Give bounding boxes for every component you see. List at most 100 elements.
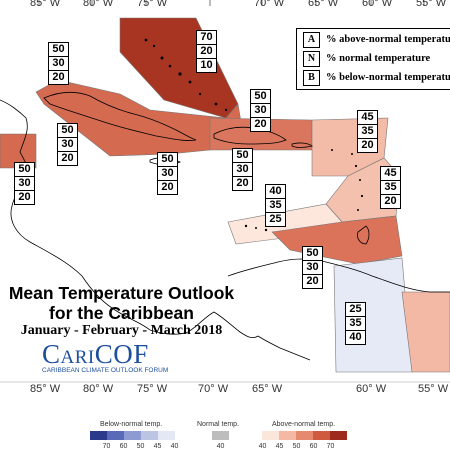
zone-cuba (35, 79, 243, 157)
below-value: 20 (52, 71, 65, 83)
above-value: 50 (58, 124, 77, 138)
normal-value: 30 (233, 163, 252, 177)
above-value: 45 (358, 111, 377, 125)
lon-label: 85° W (30, 0, 61, 9)
scale-value: 70 (326, 443, 335, 450)
legend-key: A (303, 32, 320, 48)
forecast-box-central-america: 50 30 20 (14, 162, 35, 205)
caricof-logo: CariCOF CARIBBEAN CLIMATE OUTLOOK FORUM (42, 341, 172, 375)
normal-value: 30 (15, 177, 34, 191)
small-islands (144, 38, 364, 232)
normal-value: 30 (251, 104, 270, 118)
forecast-box-cuba: 50 30 20 (48, 42, 69, 85)
lon-label: 75° W (137, 0, 168, 9)
forecast-box-guyana: 25 35 40 (345, 302, 366, 345)
forecast-box-abc: 40 35 25 (265, 184, 286, 227)
scale-swatch-above-60 (313, 431, 330, 440)
legend-row-above: A % above-normal temperature (303, 32, 450, 48)
map-period: January - February - March 2018 (20, 323, 223, 338)
above-value: 40 (266, 185, 285, 199)
normal-value: 30 (49, 57, 68, 71)
logo-name: CariCOF (42, 339, 149, 369)
above-value: 70 (197, 31, 216, 45)
scale-value: 45 (153, 443, 162, 450)
below-value: 20 (18, 191, 31, 203)
below-value: 20 (161, 181, 174, 193)
forecast-box-bahamas: 70 20 10 (196, 30, 217, 73)
scale-swatch-above-50 (296, 431, 313, 440)
scale-value: 50 (292, 443, 301, 450)
above-value: 50 (49, 43, 68, 57)
below-value: 20 (306, 275, 319, 287)
legend-row-normal: N % normal temperature (303, 51, 430, 67)
legend-row-below: B % below-normal temperature (303, 70, 450, 86)
below-value: 40 (349, 331, 362, 343)
above-value: 50 (233, 149, 252, 163)
above-value: 50 (158, 153, 177, 167)
legend-key: B (303, 70, 320, 86)
forecast-box-windward: 45 35 20 (380, 166, 401, 209)
below-value: 20 (361, 139, 374, 151)
map-title-line1: Mean Temperature Outlook (8, 283, 235, 303)
probability-legend: A % above-normal temperature N % normal te… (296, 28, 450, 90)
below-value: 20 (61, 152, 74, 164)
lon-label: 80° W (83, 0, 114, 9)
scale-value: 40 (258, 443, 267, 450)
scale-value: 60 (309, 443, 318, 450)
legend-text: % above-normal temperature (326, 34, 450, 45)
legend-key: N (303, 51, 320, 67)
below-value: 20 (384, 195, 397, 207)
color-scale (0, 392, 450, 450)
zone-belize (0, 133, 37, 169)
normal-value: 35 (346, 317, 365, 331)
scale-swatch-below-45 (141, 431, 158, 440)
scale-swatch-below-50 (124, 431, 141, 440)
above-value: 45 (381, 167, 400, 181)
scale-value: 45 (275, 443, 284, 450)
forecast-box-hispaniola: 50 30 20 (232, 148, 253, 191)
legend-text: % normal temperature (326, 53, 431, 64)
forecast-box-jamaica: 50 30 20 (157, 152, 178, 195)
below-value: 10 (200, 59, 213, 71)
scale-swatch-above-45 (279, 431, 296, 440)
normal-value: 35 (381, 181, 400, 195)
legend-text: % below-normal temperature (326, 72, 450, 83)
scale-label-normal: Normal temp. (197, 421, 240, 428)
map-title-line2: for the Caribbean (49, 303, 194, 323)
lon-label: 55° W (416, 0, 447, 9)
normal-value: 20 (197, 45, 216, 59)
lon-label: 65° W (308, 0, 339, 9)
scale-value: 50 (136, 443, 145, 450)
above-value: 50 (303, 247, 322, 261)
scale-swatch-below-70 (90, 431, 107, 440)
scale-swatch-below-60 (107, 431, 124, 440)
normal-value: 35 (358, 125, 377, 139)
logo-subtitle: CARIBBEAN CLIMATE OUTLOOK FORUM (42, 367, 169, 374)
lon-label: 60° W (362, 0, 393, 9)
normal-value: 30 (58, 138, 77, 152)
scale-label-above: Above-normal temp. (272, 421, 336, 428)
coastlines (0, 92, 450, 361)
forecast-box-leeward: 45 35 20 (357, 110, 378, 153)
scale-value: 40 (170, 443, 179, 450)
below-value: 20 (236, 177, 249, 189)
normal-value: 30 (158, 167, 177, 181)
normal-value: 30 (303, 261, 322, 275)
scale-swatch-above-70 (330, 431, 347, 440)
scale-swatch-below-40 (158, 431, 175, 440)
forecast-box-belize-central: 50 30 20 (57, 123, 78, 166)
above-value: 50 (15, 163, 34, 177)
below-value: 25 (269, 213, 282, 225)
scale-value: 40 (216, 443, 225, 450)
above-value: 50 (251, 90, 270, 104)
below-value: 20 (254, 118, 267, 130)
normal-value: 35 (266, 199, 285, 213)
lon-ticks (0, 0, 450, 383)
forecast-box-trinidad: 50 30 20 (302, 246, 323, 289)
lon-label: 70° W (254, 0, 285, 9)
scale-swatch-normal-40 (212, 431, 229, 440)
forecast-box-turks-caicos: 50 30 20 (250, 89, 271, 132)
scale-value: 70 (102, 443, 111, 450)
above-value: 25 (346, 303, 365, 317)
